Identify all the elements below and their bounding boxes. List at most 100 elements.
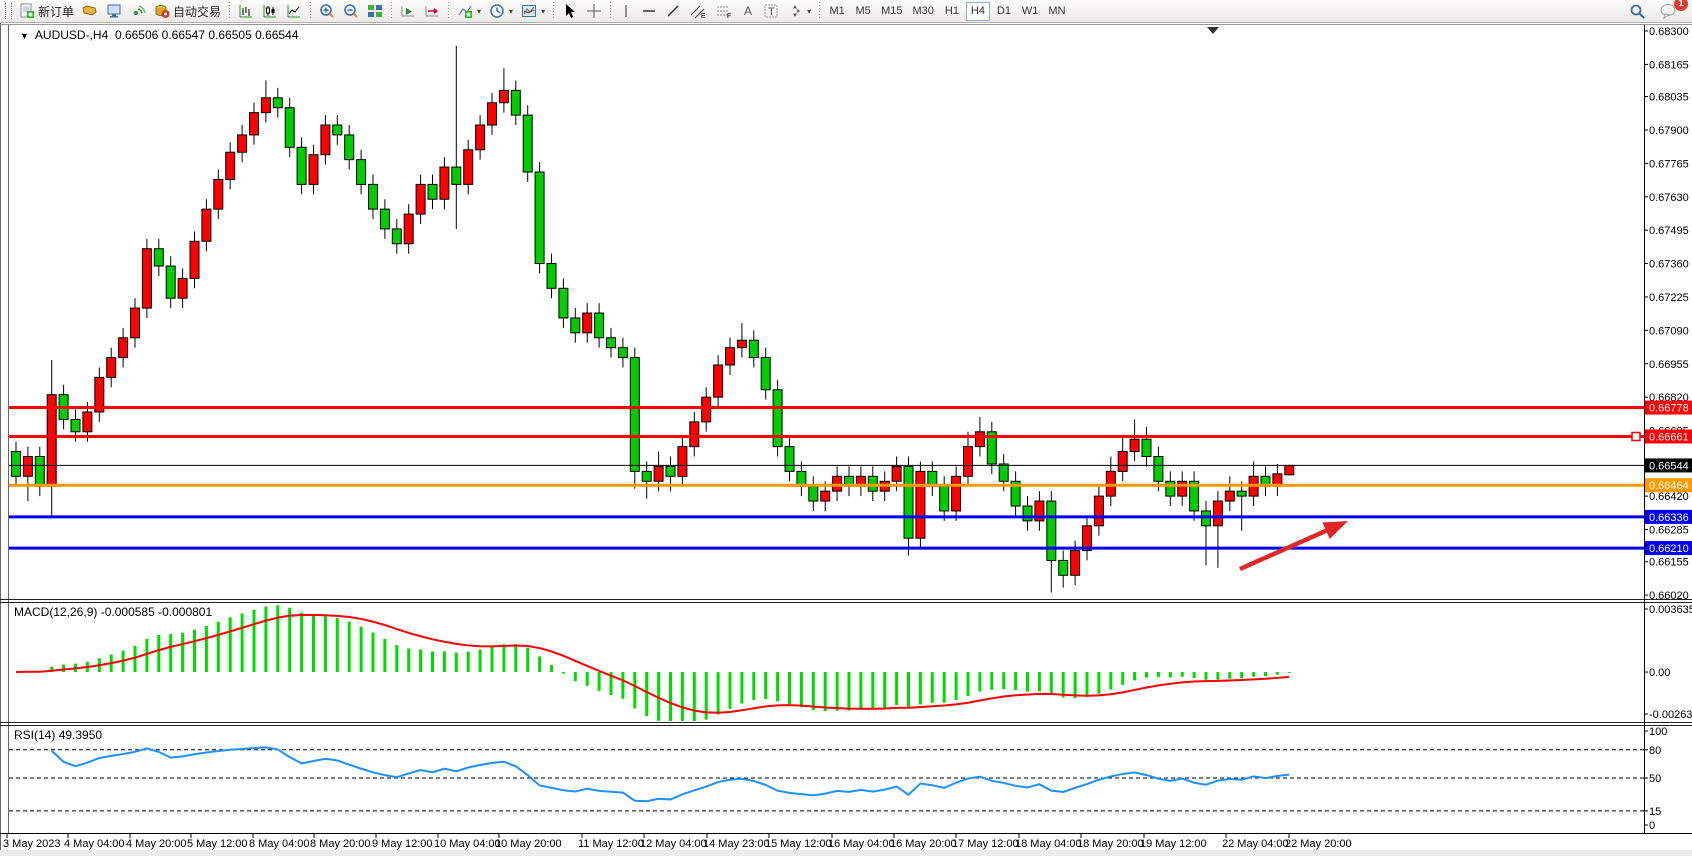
time-tick-label: 22 May 04:00 [1222, 838, 1289, 850]
folder-icon [82, 3, 98, 19]
price-tick-label: 0.67495 [1649, 225, 1689, 237]
periods-button[interactable]: ▾ [485, 1, 517, 21]
zoom-out-icon [343, 3, 359, 19]
chat-button[interactable]: 1 [1656, 0, 1688, 21]
price-tick-label: 0.68035 [1649, 92, 1689, 104]
zoom-in-button[interactable] [315, 1, 339, 21]
fibonacci-icon: F [715, 3, 733, 19]
price-tick-label: 0.66420 [1649, 491, 1689, 503]
time-tick-label: 10 May 04:00 [434, 838, 501, 850]
macd-signal-line [15, 614, 1290, 714]
tile-windows-button[interactable] [363, 1, 387, 21]
time-axis[interactable]: 3 May 2023 4 May 04:00 4 May 20:00 5 May 12… [3, 833, 1352, 850]
rsi-tick-label: 0 [1649, 820, 1655, 832]
templates-button[interactable]: ▾ [517, 1, 549, 21]
price-badge [1645, 458, 1692, 473]
separator [389, 2, 395, 20]
text-button[interactable]: A [737, 1, 759, 21]
time-tick-label: 16 May 04:00 [828, 838, 895, 850]
horizontal-levels-layer [9, 406, 1644, 550]
dropdown-caret-icon: ▾ [541, 6, 546, 16]
text-label-button[interactable]: T [759, 1, 783, 21]
svg-text:F: F [727, 13, 731, 19]
channel-icon: E [689, 3, 707, 19]
autotrading-icon [154, 3, 170, 19]
tf-w1-button[interactable]: W1 [1018, 2, 1043, 21]
rsi-tick-label: 50 [1649, 773, 1661, 785]
price-badge [1645, 509, 1692, 524]
bar-chart-button[interactable] [234, 1, 258, 21]
equidistant-channel-button[interactable]: E [685, 1, 711, 21]
horizontal-line-button[interactable] [637, 1, 661, 21]
price-badge-label: 0.66336 [1649, 512, 1689, 524]
line-chart-button[interactable] [282, 1, 306, 21]
price-tick-label: 0.66020 [1649, 590, 1689, 602]
crosshair-icon [586, 3, 602, 19]
auto-scroll-button[interactable] [396, 1, 420, 21]
bar-chart-icon [238, 3, 254, 19]
price-axis[interactable]: 0.68300 0.68165 0.68035 0.67900 0.67765 0.676… [1644, 26, 1692, 602]
price-tick-label: 0.67765 [1649, 158, 1689, 170]
price-badge-label: 0.66464 [1649, 480, 1689, 492]
time-tick-label: 8 May 04:00 [249, 838, 310, 850]
tf-m5-button[interactable]: M5 [851, 2, 875, 21]
time-tick-label: 14 May 23:00 [703, 838, 770, 850]
price-tick-label: 0.66955 [1649, 359, 1689, 371]
price-tick-label: 0.66285 [1649, 525, 1689, 537]
indicators-button[interactable]: ▾ [453, 1, 485, 21]
tf-m30-button[interactable]: M30 [909, 2, 938, 21]
data-folder-button[interactable] [78, 1, 102, 21]
fibonacci-button[interactable]: F [711, 1, 737, 21]
price-badge [1645, 429, 1692, 444]
new-order-label: 新订单 [38, 4, 75, 19]
time-tick-label: 18 May 04:00 [1015, 838, 1082, 850]
signals-button[interactable] [126, 1, 150, 21]
indicators-icon [457, 3, 473, 19]
tf-m1-button[interactable]: M1 [825, 2, 849, 21]
zoom-out-button[interactable] [339, 1, 363, 21]
vertical-line-button[interactable] [615, 1, 637, 21]
macd-axis[interactable]: 0.003635 0.00 -0.00263 [1644, 604, 1692, 721]
template-icon [521, 3, 537, 19]
collapse-triangle-icon: ▼ [20, 31, 29, 41]
tf-mn-button[interactable]: MN [1044, 2, 1069, 21]
macd-tick-label: 0.003635 [1649, 604, 1692, 616]
candlestick-chart-button[interactable] [258, 1, 282, 21]
trend-arrow-head[interactable] [1322, 521, 1348, 539]
cursor-button[interactable] [558, 1, 582, 21]
trend-arrow-line[interactable] [1239, 526, 1333, 572]
price-badge [1645, 478, 1692, 493]
chart-shift-marker[interactable] [1207, 27, 1219, 34]
autotrading-button[interactable]: 自动交易 [150, 1, 225, 21]
trendline-icon [665, 3, 681, 19]
macd-indicator-label: MACD(12,26,9) -0.000585 -0.000801 [14, 605, 212, 619]
macd-value: -0.000585 [100, 605, 155, 619]
price-badge-label: 0.66778 [1649, 403, 1689, 415]
trendline-button[interactable] [661, 1, 685, 21]
separator [446, 2, 452, 20]
search-button[interactable] [1625, 1, 1650, 21]
auto-scroll-icon [400, 3, 416, 19]
crosshair-button[interactable] [582, 1, 606, 21]
metaeditor-button[interactable] [102, 1, 126, 21]
tf-h1-button[interactable]: H1 [940, 2, 964, 21]
arrows-button[interactable]: ▾ [783, 1, 815, 21]
dropdown-caret-icon: ▾ [509, 6, 514, 16]
rsi-indicator-label: RSI(14) 49.3950 [14, 728, 102, 742]
ohlc-values: 0.66506 0.66547 0.66505 0.66544 [114, 28, 299, 42]
tf-m15-button[interactable]: M15 [877, 2, 906, 21]
new-order-button[interactable]: 新订单 [15, 1, 78, 21]
tf-d1-button[interactable]: D1 [992, 2, 1016, 21]
svg-text:A: A [744, 4, 752, 18]
chart-shift-icon [424, 3, 440, 19]
chart-shift-button[interactable] [420, 1, 444, 21]
toolbar-grip[interactable] [5, 3, 12, 19]
signal-waves-icon [130, 3, 146, 19]
price-badge-label: 0.66661 [1649, 431, 1689, 443]
time-tick-label: 9 May 12:00 [372, 838, 433, 850]
tf-h4-button[interactable]: H4 [965, 1, 990, 21]
price-badge [1645, 541, 1692, 556]
level-handle[interactable] [1631, 431, 1641, 442]
rsi-axis[interactable]: 100 80 50 15 0 [1644, 726, 1667, 832]
